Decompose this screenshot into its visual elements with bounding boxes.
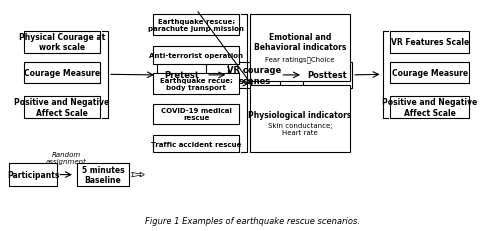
FancyBboxPatch shape bbox=[390, 62, 469, 84]
Text: Courage Measure: Courage Measure bbox=[24, 69, 100, 78]
FancyBboxPatch shape bbox=[390, 97, 469, 118]
FancyBboxPatch shape bbox=[154, 47, 240, 64]
FancyBboxPatch shape bbox=[228, 62, 280, 89]
Text: Courage Measure: Courage Measure bbox=[392, 69, 468, 78]
Text: VR courage
scenes: VR courage scenes bbox=[227, 66, 281, 85]
Text: Traffic accident rescue: Traffic accident rescue bbox=[151, 141, 242, 147]
FancyBboxPatch shape bbox=[154, 15, 240, 36]
Text: Positive and Negative
Affect Scale: Positive and Negative Affect Scale bbox=[14, 98, 110, 117]
Text: Physiological indicators: Physiological indicators bbox=[248, 110, 352, 119]
FancyBboxPatch shape bbox=[303, 62, 352, 89]
Text: Pretest: Pretest bbox=[164, 71, 199, 80]
Text: Positive and Negative
Affect Scale: Positive and Negative Affect Scale bbox=[382, 98, 478, 117]
Text: Posttest: Posttest bbox=[308, 71, 348, 80]
Text: Fear ratings：Choice: Fear ratings：Choice bbox=[266, 56, 335, 63]
Text: Anti-terrorist operation: Anti-terrorist operation bbox=[150, 53, 244, 59]
Text: 5 minutes
Baseline: 5 minutes Baseline bbox=[82, 165, 124, 185]
FancyBboxPatch shape bbox=[9, 163, 57, 186]
Text: Figure 1 Examples of earthquake rescue scenarios.: Figure 1 Examples of earthquake rescue s… bbox=[146, 216, 360, 225]
Text: COVID-19 medical
rescue: COVID-19 medical rescue bbox=[161, 108, 232, 121]
FancyBboxPatch shape bbox=[154, 135, 240, 153]
Text: Physical Courage at
work scale: Physical Courage at work scale bbox=[19, 33, 105, 52]
FancyBboxPatch shape bbox=[77, 163, 128, 186]
FancyBboxPatch shape bbox=[154, 104, 240, 125]
FancyBboxPatch shape bbox=[24, 62, 100, 84]
FancyBboxPatch shape bbox=[154, 74, 240, 94]
Text: VR Features Scale: VR Features Scale bbox=[390, 38, 469, 47]
FancyBboxPatch shape bbox=[250, 86, 350, 153]
FancyBboxPatch shape bbox=[157, 62, 206, 89]
Text: Earthquake rescue;
parachute jump mission: Earthquake rescue; parachute jump missio… bbox=[148, 19, 244, 32]
FancyBboxPatch shape bbox=[250, 15, 350, 82]
FancyBboxPatch shape bbox=[24, 97, 100, 118]
Text: Participants: Participants bbox=[7, 170, 60, 179]
Text: Emotional and
Behavioral indicators: Emotional and Behavioral indicators bbox=[254, 33, 346, 52]
Text: Skin conductance;
Heart rate: Skin conductance; Heart rate bbox=[268, 122, 332, 135]
FancyBboxPatch shape bbox=[390, 32, 469, 53]
Text: Earthquake recue;
body transport: Earthquake recue; body transport bbox=[160, 78, 232, 91]
Text: Random
assignment: Random assignment bbox=[46, 151, 86, 164]
FancyBboxPatch shape bbox=[24, 32, 100, 53]
